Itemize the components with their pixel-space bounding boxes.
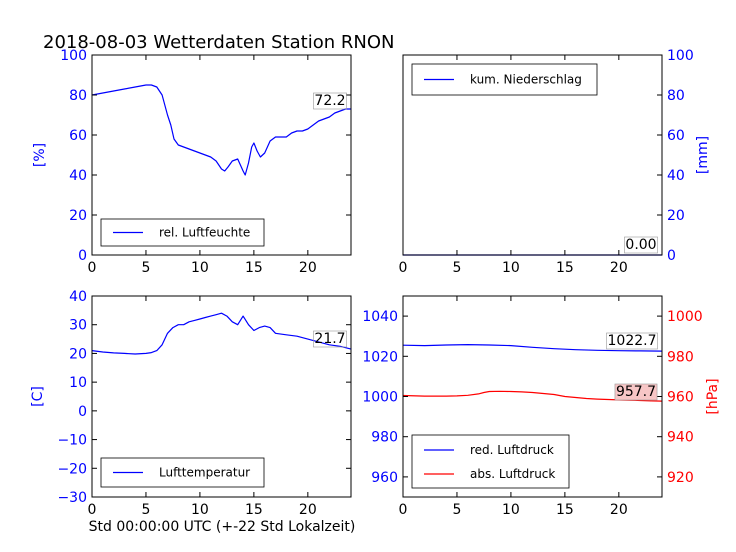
y-tick-label: 40 [69,168,87,184]
y-tick-label: 100 [60,48,87,64]
x-tick-label: 15 [556,502,574,518]
y-tick-label: 20 [667,208,685,224]
y-axis-label: [%] [32,143,48,167]
y-tick-label: 10 [69,375,87,391]
y-tick-label: 20 [69,346,87,362]
x-tick-label: 10 [191,502,209,518]
figure-title: 2018-08-03 Wetterdaten Station RNON [43,32,394,53]
series-line-0 [91,84,351,176]
plot-frame [91,54,352,256]
legend-label: kum. Niederschlag [470,73,582,87]
y-tick-label: 80 [667,88,685,104]
y-right-tick-label: 960 [667,390,694,406]
y-right-tick-label: 920 [667,470,694,486]
x-tick-label: 0 [399,502,408,518]
x-tick-label: 0 [88,260,97,276]
x-tick-label: 15 [556,260,574,276]
legend-label: abs. Luftdruck [470,467,555,481]
y-tick-label: 0 [667,248,676,264]
x-tick-label: 5 [141,260,150,276]
legend-label: red. Luftdruck [470,443,554,457]
y-axis-label: [C] [30,386,46,407]
x-tick-label: 5 [452,260,461,276]
y-tick-label: 60 [667,128,685,144]
figure-xlabel: Std 00:00:00 UTC (+-22 Std Lokalzeit) [89,519,356,535]
annotation-box [606,332,658,350]
y-tick-label: 0 [78,404,87,420]
x-tick-label: 0 [399,260,408,276]
x-tick-label: 15 [245,502,263,518]
y-tick-label: 40 [69,289,87,305]
y-tick-label: 30 [69,318,87,334]
y-tick-label: −10 [57,433,87,449]
panel-temperature: 0 5 10 15 20 −30 −20 −10 0 10 20 30 40 [C] Lufttempera… [30,289,352,518]
series-line-0 [91,312,352,355]
x-tick-label: 20 [299,502,317,518]
y-tick-label: 1020 [362,349,398,365]
x-tick-label: 10 [502,260,520,276]
y-tick-label: 960 [371,470,398,486]
annotation-box [313,330,347,348]
y-tick-label: 1000 [362,390,398,406]
panel-humidity: 0 5 10 15 20 0 20 40 60 80 100 [%] rel. Luftfeuchte 7… [32,48,352,276]
y-right-tick-label: 980 [667,349,694,365]
series-line-0 [402,344,663,352]
x-tick-label: 10 [191,260,209,276]
y-tick-label: 60 [69,128,87,144]
last-value-annotation: 72.2 [314,93,345,109]
y-tick-label: −20 [57,461,87,477]
y-right-tick-label: 940 [667,430,694,446]
x-tick-label: 20 [610,260,628,276]
annotation-box [614,383,658,401]
x-tick-label: 10 [502,502,520,518]
last-value-annotation: 21.7 [314,331,345,347]
y-axis-label: [mm] [695,136,711,174]
y-tick-label: 1040 [362,309,398,325]
y-tick-label: 40 [667,168,685,184]
x-tick-label: 20 [299,260,317,276]
y-tick-label: 980 [371,430,398,446]
y-tick-label: 100 [667,48,694,64]
plot-frame [402,54,663,256]
legend-box [411,434,570,489]
x-tick-label: 5 [452,502,461,518]
panel-precipitation: 0 5 10 15 20 0 20 40 60 80 100 [mm] kum. Niederschla… [399,48,711,276]
y-tick-label: 80 [69,88,87,104]
last-value-annotation: 1022.7 [608,333,657,349]
y-tick-label: −30 [57,490,87,506]
y-tick-label: 0 [78,248,87,264]
x-tick-label: 15 [245,260,263,276]
x-tick-label: 0 [88,502,97,518]
legend-label: rel. Luftfeuchte [159,226,250,240]
plot-frame [91,295,352,498]
x-tick-label: 5 [141,502,150,518]
last-value-annotation: 0.00 [625,237,656,253]
annotation-box [624,236,658,254]
y-axis-label: [hPa] [705,378,721,414]
x-tick-label: 20 [610,502,628,518]
y-right-tick-label: 1000 [667,309,703,325]
annotation-box [313,92,347,110]
last-value-annotation: 957.7 [616,384,656,400]
panel-pressure: 0 5 10 15 20 960 980 1000 1020 1040 920 940 960 980 10… [362,295,721,518]
legend-label: Lufttemperatur [159,466,250,480]
y-tick-label: 20 [69,208,87,224]
